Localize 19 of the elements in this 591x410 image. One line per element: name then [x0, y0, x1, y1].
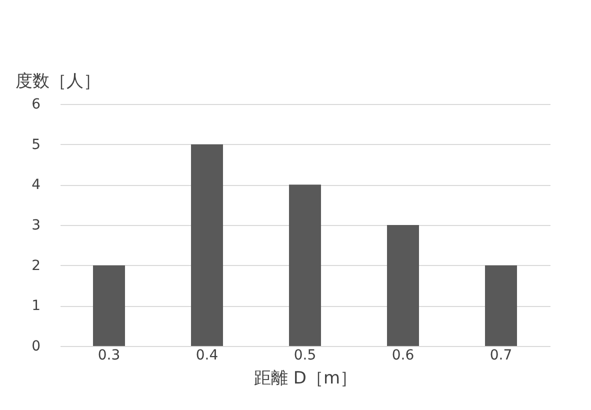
bar [485, 265, 517, 346]
x-tick-label: 0.5 [294, 348, 316, 364]
y-tick-label: 0 [32, 338, 40, 354]
bar [387, 225, 419, 346]
x-tick-label: 0.7 [490, 348, 512, 364]
y-tick-label: 6 [32, 96, 41, 112]
y-axis-title: 度数［人］ [16, 72, 100, 92]
x-tick-label: 0.6 [392, 348, 414, 364]
y-tick-label: 2 [32, 258, 40, 274]
bar [191, 144, 223, 346]
y-tick-label: 1 [32, 298, 40, 314]
x-tick-label: 0.4 [196, 348, 218, 364]
y-tick-label: 3 [32, 218, 40, 234]
y-tick-label: 5 [32, 136, 40, 153]
y-tick-label: 4 [32, 177, 41, 194]
bar [93, 265, 125, 346]
bar [289, 184, 321, 346]
x-tick-label: 0.3 [98, 348, 120, 364]
x-axis-title: 距離 D［m］ [254, 368, 358, 388]
